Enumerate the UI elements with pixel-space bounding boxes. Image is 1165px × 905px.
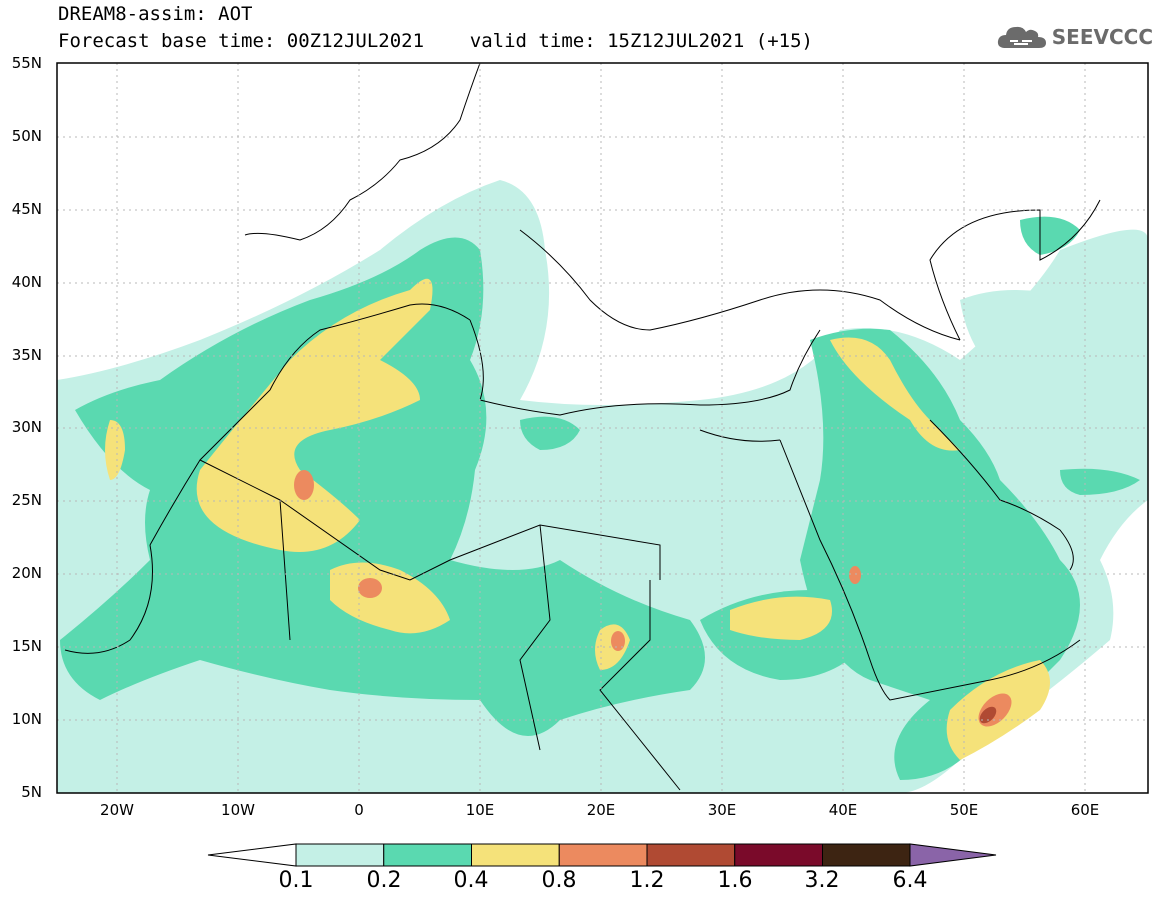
seevccc-logo: SEEVCCC [996,22,1153,52]
lon-label: 30E [707,801,737,819]
colorbar-label: 1.6 [717,868,753,893]
cloud-icon [997,26,1046,48]
graticule [57,63,1148,793]
lon-label: 50E [949,801,979,819]
lon-label: 10E [465,801,495,819]
lat-label: 20N [11,564,42,582]
lat-label: 40N [11,273,42,291]
colorbar-segment [646,843,736,867]
colorbar [207,843,997,867]
map-frame [56,62,1149,794]
lat-label: 15N [11,637,42,655]
colorbar-segment [822,843,911,867]
lon-label: 60E [1070,801,1100,819]
logo-text: SEEVCCC [1051,25,1153,49]
coastlines [57,63,1148,793]
lat-label: 5N [21,783,42,801]
colorbar-segment [295,843,385,867]
lat-label: 25N [11,491,42,509]
colorbar-segment [383,843,472,867]
lon-label: 20E [586,801,616,819]
colorbar-label: 0.2 [366,868,402,893]
lat-label: 55N [11,54,42,72]
lon-label: 0 [354,801,364,819]
lon-label: 10W [221,801,255,819]
colorbar-label: 0.1 [278,868,314,893]
colorbar-label: 0.4 [453,868,489,893]
colorbar-label: 6.4 [892,868,928,893]
lon-label: 40E [828,801,858,819]
lat-label: 35N [11,346,42,364]
map-title: DREAM8-assim: AOT [58,3,253,25]
lon-label: 20W [100,801,134,819]
lat-label: 30N [11,418,42,436]
colorbar-low-arrow [207,843,297,867]
lat-label: 50N [11,127,42,145]
colorbar-label: 3.2 [804,868,840,893]
forecast-time-line: Forecast base time: 00Z12JUL2021 valid t… [58,30,813,52]
colorbar-segment [734,843,823,867]
lat-label: 10N [11,710,42,728]
lat-label: 45N [11,200,42,218]
aot-contour-1.2 [979,706,997,724]
colorbar-high-arrow [909,843,997,867]
colorbar-label: 1.2 [629,868,665,893]
colorbar-segment [471,843,560,867]
aot-field [57,63,1148,793]
aot-contour-0.2 [60,216,1140,780]
colorbar-segment [558,843,648,867]
colorbar-label: 0.8 [541,868,577,893]
